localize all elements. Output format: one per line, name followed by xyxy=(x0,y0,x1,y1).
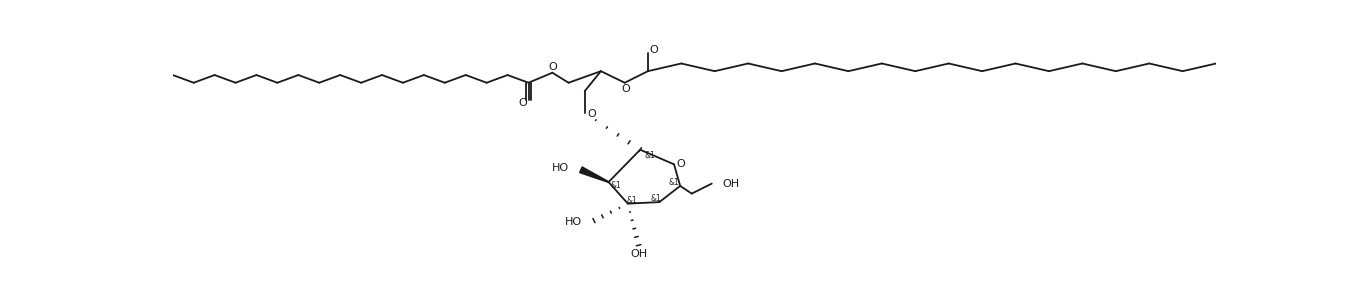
Text: &1: &1 xyxy=(668,178,679,187)
Text: &1: &1 xyxy=(626,196,637,205)
Text: &1: &1 xyxy=(644,151,654,160)
Text: OH: OH xyxy=(722,179,740,189)
Text: &1: &1 xyxy=(611,181,622,190)
Text: HO: HO xyxy=(565,217,583,227)
Text: O: O xyxy=(649,45,659,55)
Text: O: O xyxy=(549,62,557,72)
Polygon shape xyxy=(580,167,608,182)
Text: O: O xyxy=(676,159,686,169)
Text: &1: &1 xyxy=(650,194,661,203)
Text: OH: OH xyxy=(630,249,648,259)
Text: O: O xyxy=(587,109,596,119)
Text: O: O xyxy=(518,98,527,108)
Text: HO: HO xyxy=(553,163,569,173)
Text: O: O xyxy=(621,84,630,94)
